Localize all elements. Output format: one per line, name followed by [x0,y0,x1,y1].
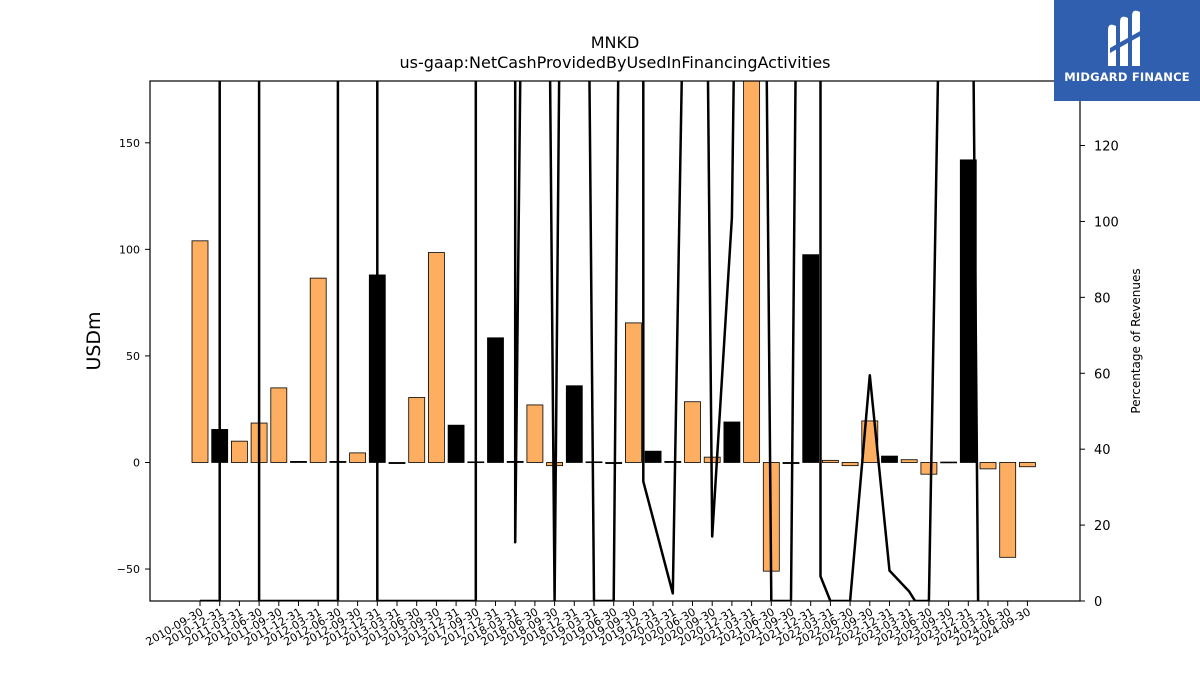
bar-2013-03-31 [388,462,406,464]
y2-axis-label: Percentage of Revenues [1129,268,1143,413]
y2-tick-label: 20 [1094,519,1111,534]
y-axis: −50 0 50 100 150 [117,137,150,576]
bar-2011-09-30 [270,387,288,463]
bar-2013-09-30 [427,252,445,463]
line-layer [200,81,980,601]
y2-axis: 0 20 40 60 80 100 120 [1080,140,1119,610]
y-tick-label: 150 [119,137,140,150]
bar-2020-06-30 [684,401,701,463]
bar-2010-09-30 [191,240,209,463]
bar-2018-12-31 [565,385,583,463]
bar-2013-12-31 [447,424,465,463]
bar-2019-12-31 [644,450,662,463]
bar-2023-03-31 [900,459,918,463]
bar-2022-03-31 [822,459,839,463]
bar-2011-03-31 [230,440,248,463]
y2-tick-label: 120 [1094,140,1119,155]
bar-2022-06-30 [841,462,859,467]
bar-2023-06-30 [920,462,938,475]
chart-subtitle: us-gaap:NetCashProvidedByUsedInFinancing… [399,53,830,72]
bar-2024-03-31 [979,462,997,470]
bar-2021-12-31 [802,254,820,463]
bar-2011-12-31 [290,461,307,463]
y2-tick-label: 60 [1094,367,1111,382]
y-tick-label: 100 [119,243,140,256]
bar-2020-12-31 [723,421,741,463]
y2-tick-label: 80 [1094,291,1111,306]
bar-2022-12-31 [881,455,898,463]
bar-2024-09-30 [1019,462,1036,468]
bar-layer [191,81,1036,572]
bar-2013-06-30 [408,397,426,463]
midgard-logo: MIDGARD FINANCE [1054,0,1200,101]
y-axis-label: USDm [83,311,105,370]
y2-tick-label: 0 [1094,595,1102,610]
y-tick-label: 0 [133,456,140,469]
x-axis: 2010-09-302010-12-312011-03-312011-06-30… [144,601,1033,649]
bar-2024-06-30 [999,462,1017,558]
bar-2012-09-30 [349,452,367,463]
logo-text: MIDGARD FINANCE [1064,70,1190,84]
plot-frame [149,80,1081,602]
bar-2018-06-30 [526,404,544,463]
chart-title: MNKD [591,33,640,52]
y2-tick-label: 40 [1094,443,1111,458]
midgard-logo-icon [1108,10,1142,67]
y2-tick-label: 100 [1094,215,1119,230]
bar-2019-09-30 [625,322,642,463]
bar-2021-03-31 [743,81,760,463]
bar-2023-09-30 [940,461,957,464]
revenue-percentage-line [200,81,980,601]
bar-2017-12-31 [487,337,504,463]
bar-2020-03-31 [664,461,682,463]
y-tick-label: −50 [117,563,140,576]
y-tick-label: 50 [126,350,140,363]
bar-2012-03-31 [309,277,327,463]
